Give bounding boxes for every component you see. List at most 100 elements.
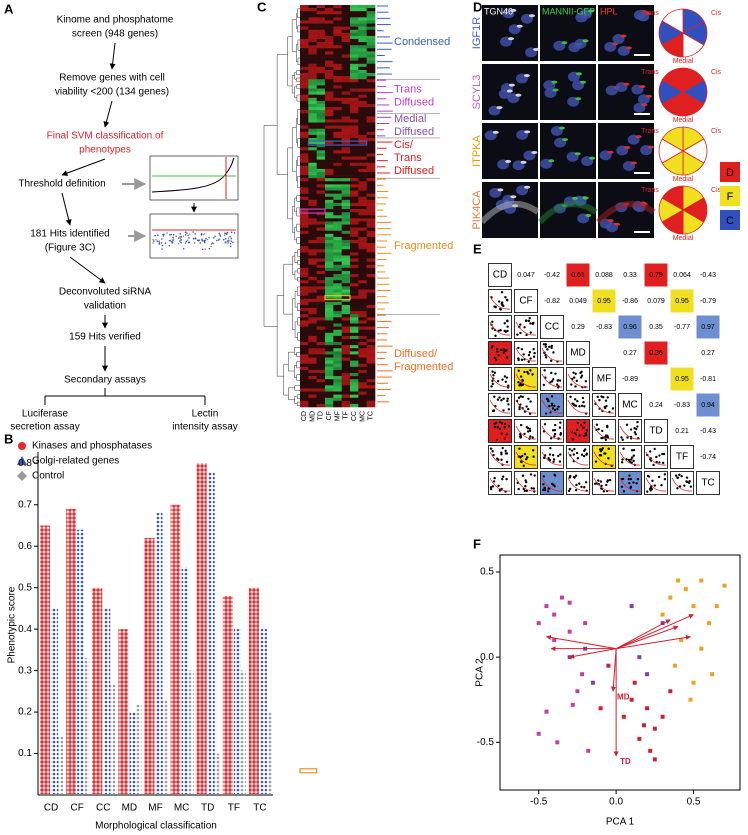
- heatmap-cell: [325, 366, 334, 371]
- mini-dot: [493, 371, 497, 374]
- heatmap-cell: [341, 372, 351, 377]
- heatmap-cell: [308, 304, 317, 309]
- heatmap-cell: [366, 73, 376, 77]
- heatmap-cell: [333, 48, 342, 52]
- golgi-signal: [635, 135, 642, 139]
- golgi-signal: [524, 185, 531, 189]
- heatmap-cell: [325, 5, 334, 9]
- heatmap-cell: [300, 342, 309, 346]
- heatmap-cell: [325, 388, 334, 392]
- heatmap-cell: [325, 20, 334, 24]
- heatmap-cell: [333, 26, 342, 31]
- heatmap-cell: [300, 184, 309, 188]
- mini-fit: [645, 451, 667, 466]
- mini-dot: [576, 421, 580, 425]
- golgi-signal: [492, 130, 499, 134]
- heatmap-cell: [325, 258, 334, 262]
- heatmap-cell: [325, 165, 334, 170]
- heatmap-cell: [350, 29, 359, 34]
- heatmap-cell: [350, 91, 359, 95]
- heatmap-cell: [341, 165, 351, 170]
- heatmap-cell: [325, 292, 334, 296]
- highlight-box: [307, 140, 368, 146]
- mini-fit: [489, 477, 511, 492]
- heatmap-cell: [350, 230, 359, 235]
- heatmap-cell: [325, 345, 334, 349]
- heatmap-cell: [300, 103, 309, 108]
- heatmap-cell: [325, 342, 334, 346]
- inset-dot: [199, 242, 202, 244]
- heatmap-cell: [341, 187, 351, 191]
- heatmap-cell: [366, 156, 376, 160]
- mini-dot: [550, 371, 553, 375]
- corr-value: -0.83: [596, 324, 612, 331]
- heatmap-cell: [300, 141, 309, 145]
- heatmap-cell: [300, 137, 309, 142]
- heatmap-cell: [325, 280, 334, 284]
- heatmap-cell: [366, 236, 376, 241]
- heatmap-cell: [316, 94, 326, 99]
- pca-point: [668, 689, 673, 694]
- mini-scatter: [566, 471, 590, 495]
- heatmap-cell: [316, 295, 326, 300]
- panel-label: A: [4, 1, 14, 16]
- heatmap-cell: [325, 144, 334, 148]
- inset-dot: [200, 233, 203, 236]
- heatmap-cell: [308, 128, 317, 133]
- mini-dot: [544, 343, 547, 346]
- mini-dot: [651, 479, 654, 483]
- heatmap-cell: [350, 175, 359, 179]
- heatmap-cell: [325, 153, 334, 157]
- mini-dot: [549, 411, 552, 414]
- heatmap-cell: [366, 301, 376, 306]
- mini-dot: [583, 421, 586, 424]
- heatmap-cell: [316, 91, 326, 95]
- heatmap-cell: [350, 63, 359, 68]
- heatmap-cell: [333, 141, 342, 145]
- heatmap-cell: [300, 376, 309, 380]
- heatmap-cell: [333, 388, 342, 392]
- heatmap-cell: [316, 103, 326, 108]
- heatmap-cell: [350, 131, 359, 136]
- heatmap-cell: [325, 289, 334, 293]
- heatmap-cell: [366, 48, 376, 52]
- heatmap-cell: [350, 125, 359, 129]
- heatmap-cell: [350, 243, 359, 247]
- heatmap-cell: [350, 326, 359, 330]
- heatmap-cell: [333, 255, 342, 259]
- mini-dot: [559, 453, 562, 456]
- corr-value: 0.95: [675, 376, 689, 383]
- heatmap-cell: [333, 382, 342, 386]
- mini-dot: [574, 474, 578, 477]
- pca-point: [660, 612, 665, 617]
- heatmap-cell: [350, 249, 359, 253]
- corr-highlight: [644, 341, 668, 365]
- heatmap-cell: [333, 397, 342, 402]
- inset-dot: [162, 235, 165, 237]
- score-strip: [118, 629, 129, 794]
- heatmap-cell: [366, 317, 376, 321]
- mini-dot: [620, 436, 623, 439]
- heatmap-cell: [350, 258, 359, 262]
- mini-dot: [491, 485, 495, 488]
- golgi-signal: [575, 72, 582, 76]
- heatmap-cell: [300, 335, 309, 340]
- heatmap-cell: [316, 320, 326, 324]
- variable-label: MC: [622, 400, 638, 411]
- heatmap-cell: [366, 249, 376, 253]
- inset-dot: [233, 232, 236, 234]
- heatmap-cell: [358, 66, 367, 71]
- heatmap-cell: [308, 252, 317, 256]
- heatmap-cell: [300, 144, 309, 148]
- mini-dot: [580, 485, 583, 489]
- inset-dot: [230, 240, 233, 242]
- pca-point: [567, 629, 572, 634]
- heatmap-cell: [358, 274, 367, 278]
- heatmap-cell: [341, 261, 351, 266]
- corr-value: 0.35: [649, 324, 663, 331]
- heatmap-cell: [325, 51, 334, 55]
- heatmap-cell: [300, 29, 309, 34]
- heatmap-cell: [300, 391, 309, 395]
- heatmap-cell: [350, 181, 359, 185]
- mini-fit: [541, 373, 563, 388]
